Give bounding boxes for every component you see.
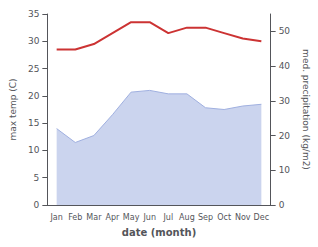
svg-text:Apr: Apr	[106, 213, 121, 222]
svg-text:Jan: Jan	[49, 213, 62, 222]
svg-text:50: 50	[279, 26, 291, 36]
svg-text:Dec: Dec	[254, 213, 269, 222]
svg-text:25: 25	[28, 64, 39, 74]
svg-text:Feb: Feb	[68, 213, 82, 222]
svg-text:30: 30	[279, 96, 291, 106]
svg-text:May: May	[123, 213, 140, 222]
svg-text:30: 30	[28, 36, 40, 46]
svg-text:Jul: Jul	[162, 213, 173, 222]
svg-text:Mar: Mar	[86, 213, 102, 222]
svg-text:35: 35	[28, 9, 39, 19]
svg-text:date (month): date (month)	[122, 227, 196, 238]
svg-text:med. precipitation (kg/m2): med. precipitation (kg/m2)	[301, 49, 311, 170]
svg-text:Nov: Nov	[235, 213, 251, 222]
svg-text:10: 10	[279, 165, 291, 175]
svg-text:5: 5	[34, 173, 40, 183]
svg-text:Jun: Jun	[142, 213, 156, 222]
svg-text:0: 0	[34, 200, 40, 210]
svg-text:Sep: Sep	[198, 213, 213, 222]
svg-text:20: 20	[279, 131, 291, 141]
svg-text:0: 0	[279, 200, 285, 210]
svg-text:20: 20	[28, 91, 40, 101]
svg-text:max temp (C): max temp (C)	[8, 78, 18, 140]
svg-text:40: 40	[279, 61, 291, 71]
svg-text:Aug: Aug	[179, 213, 195, 222]
svg-text:10: 10	[28, 145, 40, 155]
svg-text:Oct: Oct	[217, 213, 231, 222]
svg-text:15: 15	[28, 118, 39, 128]
